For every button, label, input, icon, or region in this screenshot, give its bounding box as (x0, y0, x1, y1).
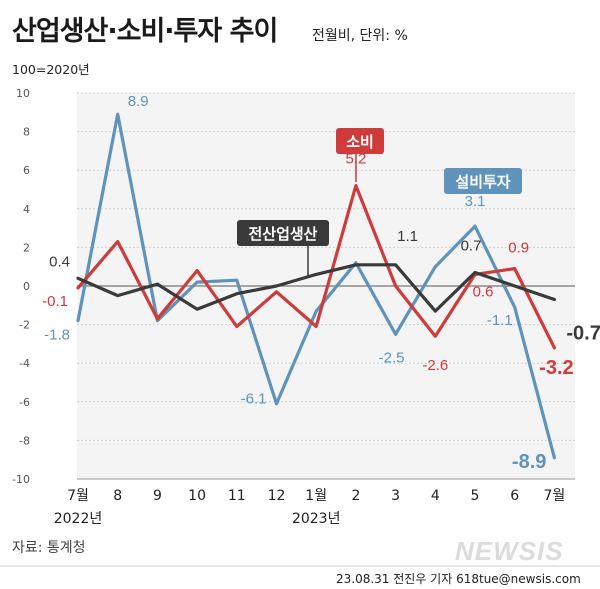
data-label-investment: -1.1 (487, 312, 513, 329)
y-tick-label: 6 (23, 164, 30, 177)
data-label-consumption: -3.2 (539, 357, 573, 379)
x-tick-label: 4 (431, 488, 440, 504)
series-name-investment: 설비투자 (455, 173, 510, 191)
series-line-production (76, 263, 557, 313)
tag-box-consumption (336, 128, 384, 154)
x-tick-label: 6 (510, 488, 519, 504)
unit-label: 전월비, 단위: % (312, 28, 408, 44)
data-label-consumption: -0.1 (42, 293, 68, 310)
data-label-investment: -8.9 (512, 451, 546, 473)
x-tick-label: 2 (351, 488, 360, 504)
x-tick-label: 10 (188, 488, 206, 504)
data-label-consumption: 0.6 (473, 283, 494, 300)
chart-title: 산업생산·소비·투자 추이 (12, 16, 277, 47)
x-tick-label: 11 (228, 488, 246, 504)
series-lines (76, 112, 557, 460)
data-label-investment: 8.9 (128, 93, 149, 110)
y-tick-label: -4 (19, 357, 30, 370)
data-labels: 0.41.10.7-0.7-0.15.2-2.60.60.9-3.2-1.88.… (42, 93, 600, 473)
y-tick-label: 8 (23, 126, 30, 139)
x-tick-label: 12 (268, 488, 286, 504)
y-tick-label: -10 (12, 473, 30, 486)
newsis-logo: NEWSIS (455, 536, 564, 566)
data-label-consumption: 0.9 (508, 240, 529, 257)
source-label: 자료: 통계청 (12, 540, 86, 556)
data-label-consumption: -2.6 (422, 357, 448, 374)
y-axis-ticks: 10 8 6 4 2 0 -2 -4 -6 -8 -10 (12, 87, 30, 486)
series-name-production: 전산업생산 (248, 225, 317, 243)
y-tick-label: -2 (19, 319, 30, 332)
x-tick-label: 9 (153, 488, 162, 504)
data-label-production: -0.7 (566, 323, 600, 345)
data-label-investment: -6.1 (241, 391, 267, 408)
credit-label: 23.08.31 전진우 기자 618tue@newsis.com (336, 572, 581, 586)
y-tick-label: -8 (19, 434, 30, 447)
y-tick-label: 0 (23, 280, 30, 293)
data-label-investment: 3.1 (465, 193, 486, 210)
x-year-label: 2022년 (54, 511, 103, 527)
data-label-production: 0.7 (461, 237, 482, 254)
x-tick-label: 3 (391, 488, 400, 504)
x-tick-label: 5 (471, 488, 480, 504)
series-name-consumption: 소비 (346, 133, 374, 151)
series-line-investment (76, 112, 557, 460)
y-tick-label: 10 (16, 87, 30, 100)
tag-box-production (237, 220, 329, 246)
base-label: 100=2020년 (12, 62, 90, 77)
y-tick-label: 4 (23, 203, 30, 216)
data-label-production: 1.1 (397, 228, 418, 245)
y-tick-label: -6 (19, 396, 30, 409)
x-tick-label: 1월 (305, 488, 327, 504)
x-year-label: 2023년 (292, 511, 341, 527)
x-tick-label: 8 (113, 488, 122, 504)
tag-box-investment (444, 168, 522, 194)
x-axis-ticks: 7월 8 9 10 11 12 1월 2 3 4 5 6 7월 2022년 2023년 (54, 478, 575, 527)
y-tick-label: 2 (23, 241, 30, 254)
x-tick-label: 7월 (67, 488, 89, 504)
data-label-production: 0.4 (49, 253, 70, 270)
x-tick-label: 7월 (544, 488, 566, 504)
data-label-investment: -1.8 (44, 327, 70, 344)
data-label-investment: -2.5 (379, 349, 405, 366)
